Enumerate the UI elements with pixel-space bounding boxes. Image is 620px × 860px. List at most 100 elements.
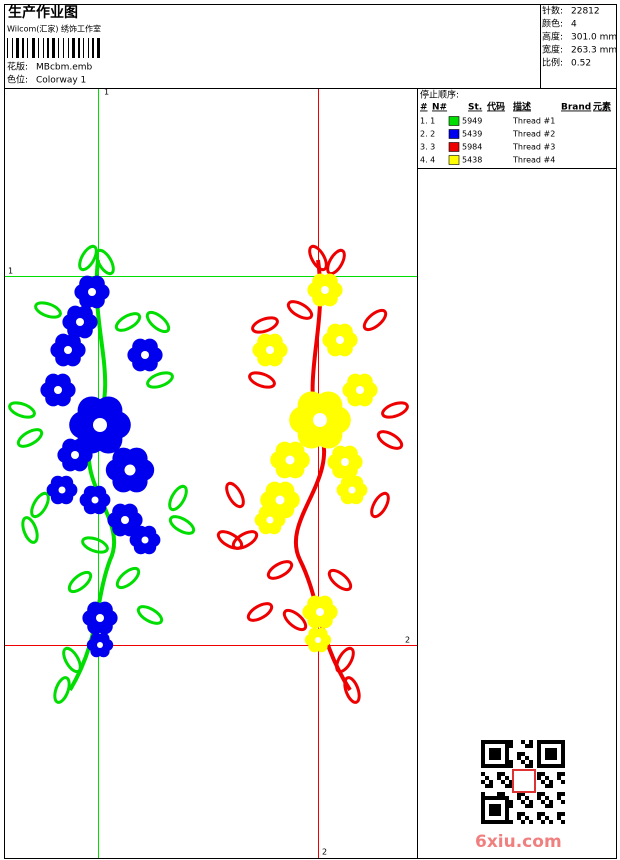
qr-cell: [481, 752, 485, 756]
row-index: 3. 3: [420, 143, 435, 152]
qr-cell: [517, 756, 521, 760]
qr-cell: [481, 756, 485, 760]
flower: [322, 323, 358, 357]
qr-cell: [501, 780, 505, 784]
qr-cell: [493, 804, 497, 808]
column-header: 元素: [593, 101, 611, 113]
leaf: [62, 646, 82, 674]
flower-center: [336, 336, 344, 344]
qr-cell: [509, 784, 513, 788]
leaf: [286, 300, 314, 320]
qr-cell: [481, 780, 485, 784]
qr-cell: [497, 764, 501, 768]
qr-cell: [541, 812, 545, 816]
petal: [349, 475, 364, 490]
qr-cell: [557, 792, 561, 796]
qr-cell: [549, 784, 553, 788]
qr-cell: [517, 796, 521, 800]
flower-center: [141, 351, 149, 359]
qr-cell: [521, 792, 525, 796]
info-label: 宽度:: [542, 44, 563, 56]
flower: [74, 275, 110, 309]
leaf: [16, 428, 44, 448]
qr-cell: [493, 752, 497, 756]
qr-cell: [537, 816, 541, 820]
flower-center: [275, 495, 285, 505]
flower-center: [96, 614, 104, 622]
qr-cell: [489, 808, 493, 812]
flower-center: [121, 516, 129, 524]
qr-cell: [481, 804, 485, 808]
guide-label: 2: [405, 636, 410, 645]
qr-cell: [481, 764, 485, 768]
qr-cell: [509, 780, 513, 784]
flower-center: [54, 386, 62, 394]
petal: [267, 505, 282, 520]
qr-cell: [537, 764, 541, 768]
qr-cell: [509, 800, 513, 804]
flower: [50, 333, 86, 367]
qr-cell: [537, 748, 541, 752]
qr-cell: [557, 764, 561, 768]
qr-cell: [537, 776, 541, 780]
flower-center: [341, 458, 349, 466]
qr-cell: [497, 792, 501, 796]
petal: [276, 481, 295, 500]
barcode-bar: [12, 38, 13, 58]
flower: [327, 445, 363, 479]
qr-cell: [505, 804, 509, 808]
qr-cell: [497, 752, 501, 756]
petal: [341, 445, 358, 462]
column-header: St.: [468, 103, 482, 113]
petal: [336, 323, 353, 340]
qr-cell: [497, 756, 501, 760]
leaf: [95, 248, 115, 276]
barcode-bar: [72, 38, 75, 58]
qr-cell: [561, 800, 565, 804]
qr-cell: [497, 772, 501, 776]
flower-center: [266, 346, 274, 354]
qr-cell: [521, 812, 525, 816]
flower-center: [266, 516, 274, 524]
qr-cell: [485, 764, 489, 768]
qr-cell: [489, 796, 493, 800]
barcode-bar: [7, 38, 8, 58]
leaf: [327, 568, 353, 592]
page-border: [4, 4, 617, 859]
guide-label: 1: [104, 88, 109, 97]
qr-cell: [509, 820, 513, 824]
qr-cell: [541, 772, 545, 776]
qr-cell: [537, 740, 541, 744]
qr-cell: [481, 744, 485, 748]
leaf: [8, 401, 36, 419]
qr-cell: [529, 764, 533, 768]
qr-cell: [497, 812, 501, 816]
qr-cell: [561, 780, 565, 784]
qr-cell: [497, 796, 501, 800]
info-label: 针数:: [542, 5, 563, 17]
qr-cell: [521, 760, 525, 764]
qr-cell: [529, 740, 533, 744]
leaf: [34, 301, 62, 319]
thread-code: 5438: [462, 156, 482, 165]
qr-cell: [505, 740, 509, 744]
qr-cell: [525, 764, 529, 768]
petal: [321, 273, 338, 290]
qr-cell: [549, 752, 553, 756]
leaf: [168, 484, 188, 512]
leaf: [81, 536, 109, 554]
flower-center: [315, 637, 321, 643]
qr-cell: [549, 740, 553, 744]
qr-cell: [557, 796, 561, 800]
qr-cell: [493, 796, 497, 800]
leaf: [136, 605, 164, 625]
flower: [79, 485, 111, 515]
qr-cell: [489, 748, 493, 752]
qr-cell: [481, 740, 485, 744]
qr-cell: [557, 812, 561, 816]
qr-cell: [505, 800, 509, 804]
leaf: [335, 646, 355, 674]
qr-cell: [545, 784, 549, 788]
qr-cell: [557, 776, 561, 780]
qr-cell: [493, 808, 497, 812]
